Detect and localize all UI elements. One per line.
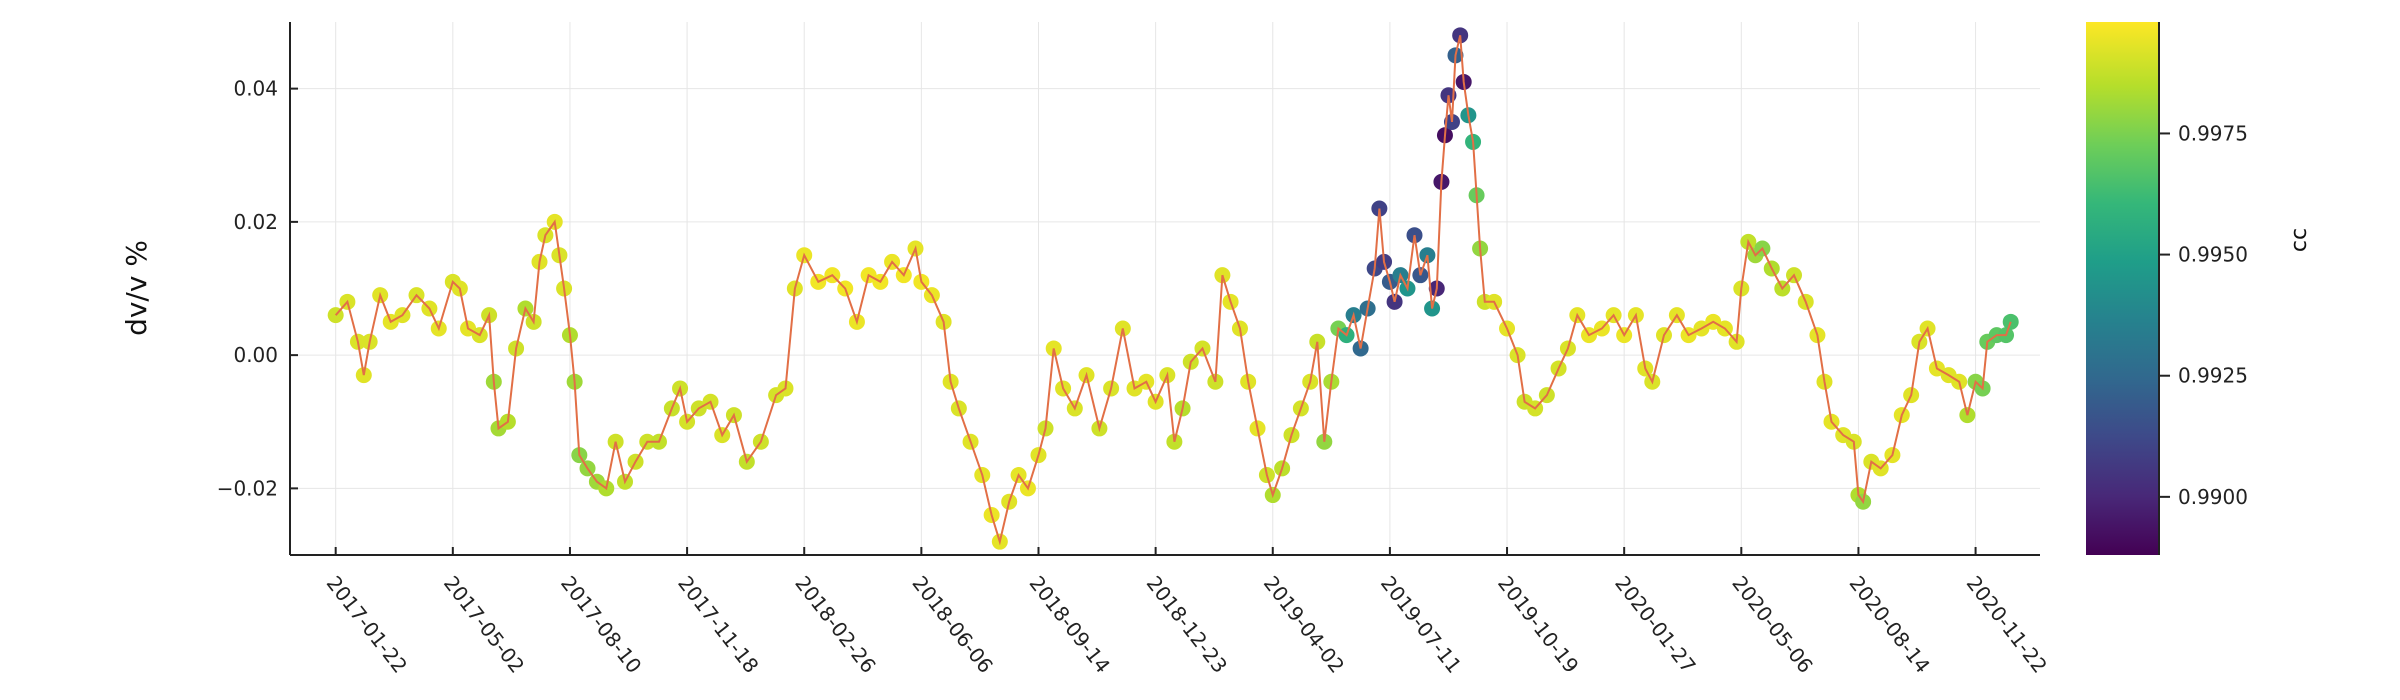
y-tick-label: −0.02: [217, 476, 278, 500]
x-tick-label: 2018-12-23: [1142, 571, 1232, 677]
x-tick-label: 2019-04-02: [1259, 571, 1349, 677]
x-tick-label: 2020-08-14: [1845, 571, 1935, 677]
series-markers: [327, 27, 2019, 550]
axes: [289, 22, 2040, 556]
y-tick-label: 0.04: [233, 77, 278, 101]
colorbar-title: cc: [2287, 228, 2312, 252]
colorbar: 0.9900 0.9925 0.9950 0.9975 cc: [2086, 22, 2312, 555]
series-group: [327, 27, 2019, 550]
y-tick-label: 0.02: [233, 210, 278, 234]
x-tick-label: 2017-01-22: [322, 571, 412, 677]
colorbar-tick-label: 0.9925: [2178, 364, 2248, 388]
y-ticks: −0.02 0.00 0.02 0.04: [217, 77, 298, 500]
y-tick-label: 0.00: [233, 343, 278, 367]
colorbar-tick-label: 0.9950: [2178, 243, 2248, 267]
colorbar-gradient: [2086, 22, 2159, 555]
x-tick-label: 2018-09-14: [1025, 571, 1115, 677]
x-tick-label: 2020-11-22: [1962, 571, 2052, 677]
colorbar-ticks: 0.9900 0.9925 0.9950 0.9975: [2159, 121, 2248, 509]
series-line: [334, 35, 2012, 546]
x-tick-label: 2019-07-11: [1376, 571, 1466, 677]
x-tick-label: 2017-08-10: [556, 571, 646, 677]
x-tick-label: 2020-01-27: [1610, 571, 1700, 677]
x-tick-label: 2020-05-06: [1727, 571, 1817, 677]
x-ticks: 2017-01-22 2017-05-02 2017-08-10 2017-11-18…: [322, 547, 2052, 678]
colorbar-tick-label: 0.9975: [2178, 121, 2248, 145]
x-tick-label: 2019-10-19: [1493, 571, 1583, 677]
x-tick-label: 2018-06-06: [907, 571, 997, 677]
y-axis-title: dv/v %: [120, 240, 153, 336]
x-tick-label: 2017-11-18: [673, 571, 763, 677]
x-tick-label: 2018-02-26: [790, 571, 880, 677]
colorbar-tick-label: 0.9900: [2178, 485, 2248, 509]
x-tick-label: 2017-05-02: [439, 571, 529, 677]
series-layer: [327, 27, 2019, 550]
